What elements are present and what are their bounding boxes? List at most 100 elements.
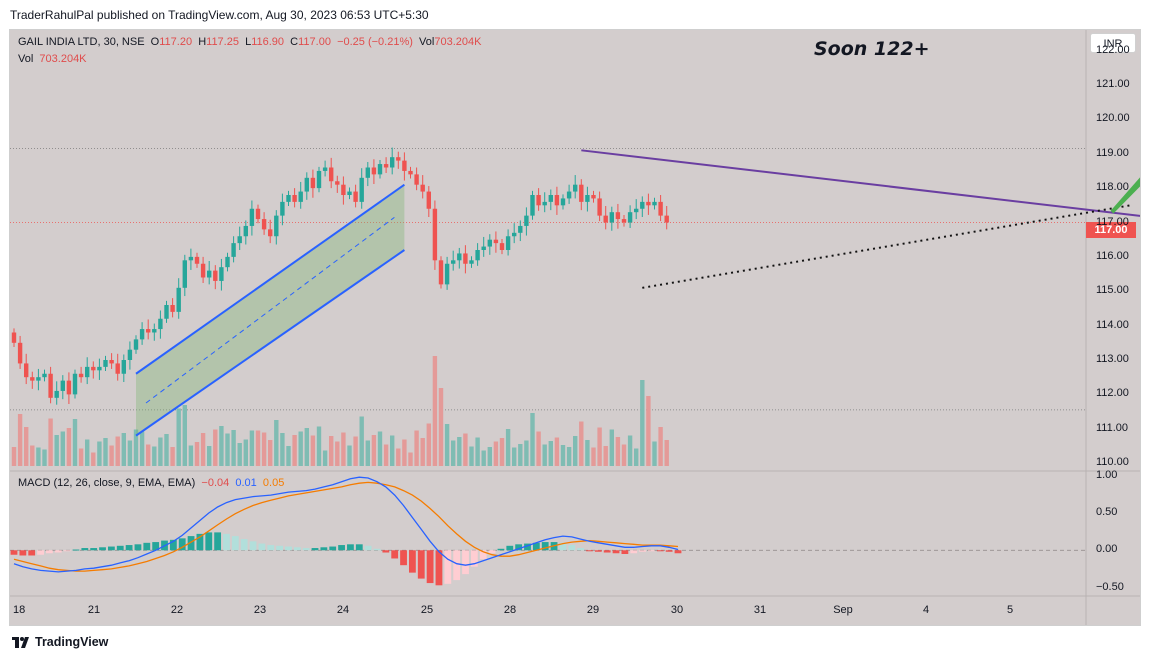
volume-bar bbox=[493, 441, 499, 466]
candle-body bbox=[200, 263, 206, 278]
macd-histogram-bar bbox=[240, 539, 248, 551]
macd-histogram-bar bbox=[63, 550, 71, 552]
volume-bar bbox=[261, 432, 267, 466]
candle-body bbox=[603, 215, 608, 223]
volume-bar bbox=[640, 380, 645, 466]
macd-histogram-bar bbox=[444, 550, 452, 584]
currency-button[interactable]: INR bbox=[1090, 33, 1136, 53]
candle-body bbox=[548, 195, 553, 202]
volume-bar bbox=[634, 448, 639, 466]
time-tick-label: Sep bbox=[833, 604, 853, 616]
volume-bar bbox=[481, 450, 486, 466]
volume-bar bbox=[146, 444, 151, 466]
macd-histogram-bar bbox=[577, 548, 585, 551]
volume-bar bbox=[78, 448, 84, 466]
price-tick-label: 110.00 bbox=[1096, 456, 1129, 469]
volume-bar bbox=[658, 427, 663, 466]
volume-bar bbox=[469, 446, 474, 466]
macd-histogram-bar bbox=[400, 550, 407, 566]
macd-tick-label: 0.50 bbox=[1096, 506, 1118, 518]
macd-histogram-bar bbox=[276, 545, 283, 551]
volume-bar bbox=[530, 413, 535, 466]
candle-body bbox=[530, 195, 535, 216]
open-label: O bbox=[150, 36, 160, 48]
macd-histogram-bar bbox=[347, 544, 354, 551]
volume-bar bbox=[371, 435, 377, 466]
candle-body bbox=[298, 191, 303, 202]
volume-bar bbox=[444, 424, 450, 466]
high-label: H bbox=[198, 36, 207, 48]
macd-histogram-bar bbox=[311, 548, 319, 551]
macd-histogram-bar bbox=[258, 543, 266, 551]
volume-bar bbox=[182, 405, 187, 466]
volume-bar bbox=[560, 445, 566, 466]
candle-body bbox=[255, 208, 261, 220]
volume-bar bbox=[524, 440, 529, 466]
price-tick-label: 113.00 bbox=[1096, 353, 1129, 365]
candle-body bbox=[390, 157, 395, 168]
macd-histogram-bar bbox=[648, 550, 655, 552]
macd-signal-value: 0.05 bbox=[262, 477, 285, 489]
descending-trendline bbox=[581, 149, 1140, 217]
candle-body bbox=[286, 195, 291, 202]
candle-body bbox=[444, 263, 450, 285]
volume-bar bbox=[396, 448, 401, 466]
publisher-line: TraderRahulPal published on TradingView.… bbox=[10, 8, 429, 22]
candle-body bbox=[542, 201, 547, 206]
candle-body bbox=[536, 195, 541, 206]
candle-body bbox=[658, 201, 663, 216]
macd-histogram-bar bbox=[329, 546, 337, 551]
macd-histogram-bar bbox=[10, 550, 18, 555]
candle-body bbox=[469, 260, 474, 264]
candle-body bbox=[383, 164, 389, 168]
candle-body bbox=[463, 253, 468, 264]
candle-body bbox=[634, 208, 639, 213]
macd-histogram-bar bbox=[497, 548, 505, 551]
macd-histogram-bar bbox=[532, 542, 540, 551]
macd-histogram-bar bbox=[426, 550, 434, 584]
macd-histogram-bar bbox=[603, 550, 611, 553]
candle-body bbox=[274, 215, 279, 237]
macd-histogram-bar bbox=[656, 550, 664, 552]
chart-frame[interactable]: GAIL INDIA LTD, 30, NSE O117.20 H117.25 … bbox=[9, 29, 1141, 626]
chart-canvas[interactable] bbox=[10, 30, 1141, 626]
macd-histogram-bar bbox=[541, 542, 549, 551]
macd-histogram-bar bbox=[187, 536, 195, 551]
volume-bar bbox=[170, 447, 175, 466]
volume-bar bbox=[365, 440, 370, 466]
macd-histogram-bar bbox=[285, 546, 292, 551]
volume-bar bbox=[573, 436, 578, 466]
volume-bar bbox=[133, 429, 139, 466]
volume-bar bbox=[255, 430, 261, 466]
volume-bar bbox=[280, 433, 285, 466]
candle-body bbox=[432, 208, 438, 261]
macd-histogram-bar bbox=[391, 550, 399, 559]
candle-body bbox=[268, 229, 273, 237]
candle-body bbox=[560, 198, 566, 206]
macd-histogram-bar bbox=[54, 550, 62, 553]
candle-body bbox=[133, 339, 139, 350]
macd-histogram-bar bbox=[28, 550, 36, 556]
candle-body bbox=[194, 256, 200, 264]
candle-body bbox=[353, 191, 358, 202]
price-tick-label: 117.00 bbox=[1096, 215, 1129, 228]
symbol-legend: GAIL INDIA LTD, 30, NSE O117.20 H117.25 … bbox=[18, 36, 481, 48]
macd-histogram-bar bbox=[169, 539, 177, 551]
candle-body bbox=[329, 167, 334, 182]
volume-bar bbox=[17, 414, 23, 466]
candle-body bbox=[341, 184, 346, 195]
candle-body bbox=[640, 201, 645, 209]
volume-bar bbox=[627, 435, 633, 466]
channel-upper-line bbox=[135, 183, 405, 375]
macd-histogram-bar bbox=[568, 545, 576, 551]
candle-body bbox=[371, 167, 377, 175]
volume-bar bbox=[158, 437, 163, 466]
candle-body bbox=[335, 181, 340, 185]
volume-bar bbox=[426, 423, 431, 466]
volume-bar bbox=[499, 438, 505, 466]
candle-body bbox=[292, 195, 297, 202]
candle-body bbox=[219, 267, 224, 281]
volume-bar bbox=[274, 420, 279, 466]
macd-histogram-bar bbox=[37, 550, 44, 555]
volume-bar bbox=[536, 431, 541, 466]
